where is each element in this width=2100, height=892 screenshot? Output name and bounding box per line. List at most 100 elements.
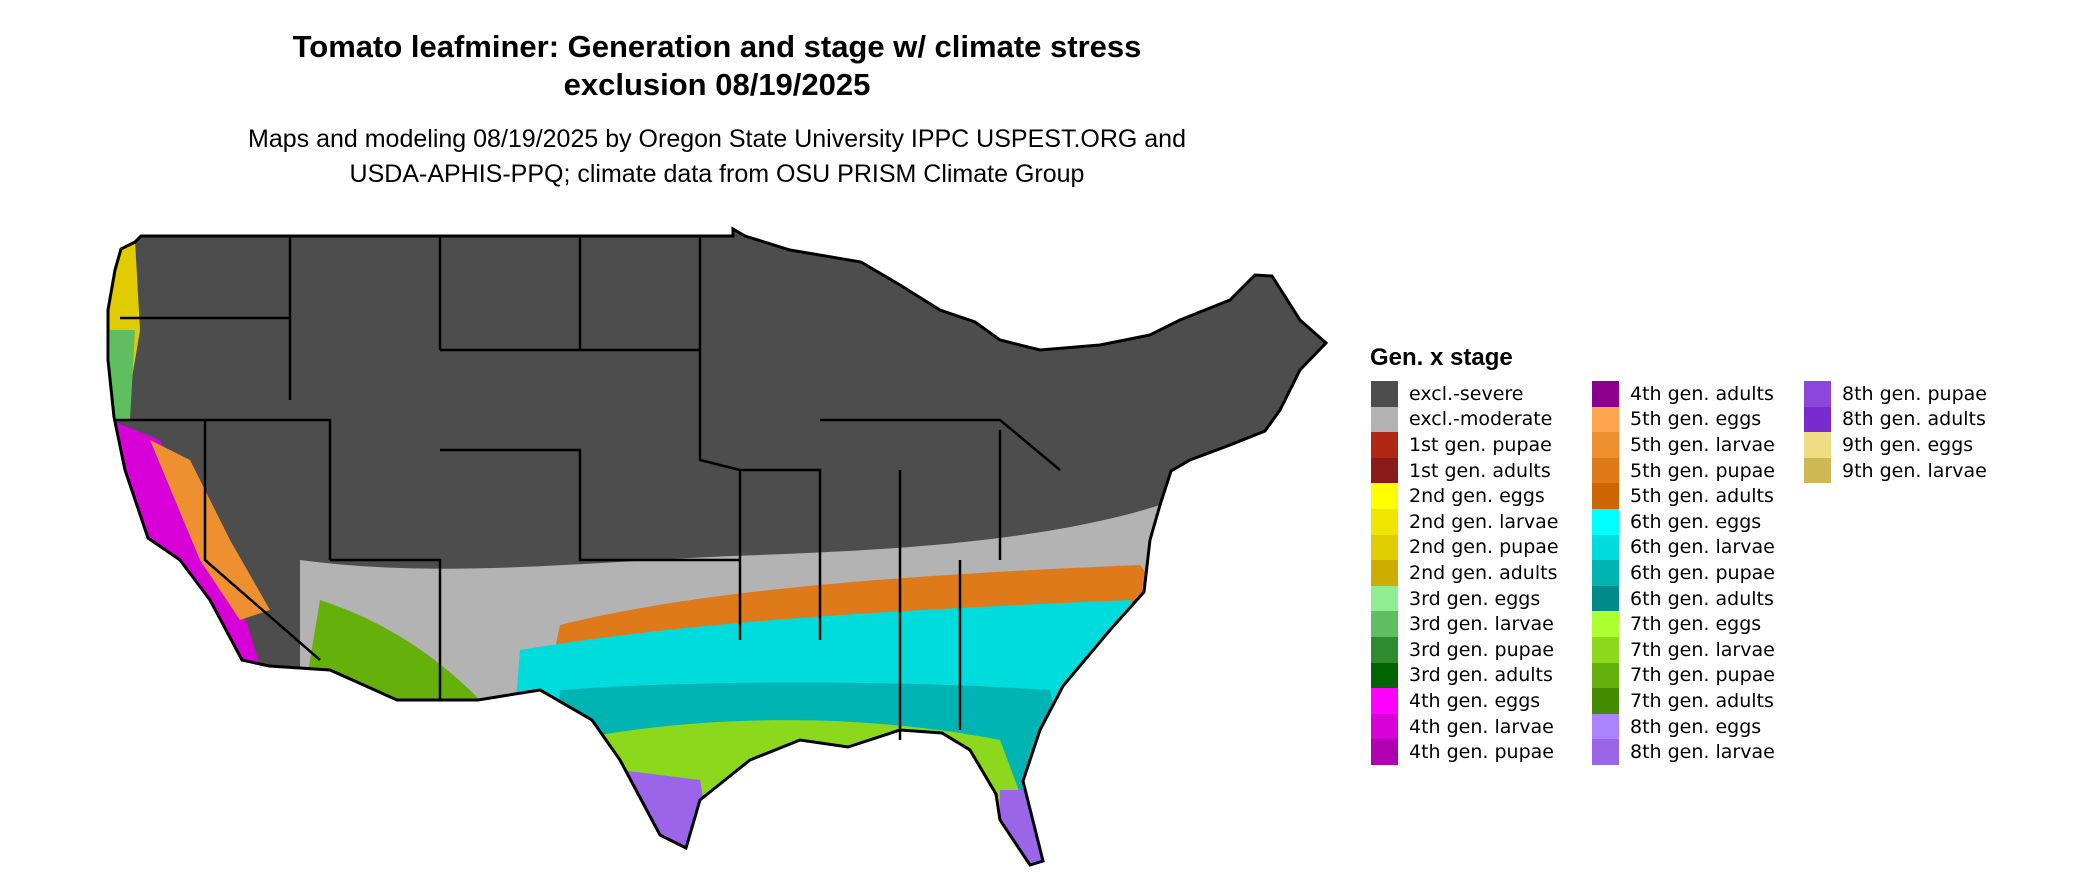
legend-swatch bbox=[1371, 560, 1398, 586]
legend-item: 4th gen. larvae bbox=[1371, 713, 1554, 740]
legend-label: 4th gen. larvae bbox=[1409, 715, 1554, 738]
legend-item: 7th gen. eggs bbox=[1592, 611, 1761, 637]
legend-item: 8th gen. eggs bbox=[1592, 713, 1762, 740]
legend-label: 8th gen. pupae bbox=[1842, 382, 1987, 405]
legend-label: 9th gen. eggs bbox=[1842, 433, 1974, 456]
legend-label: 7th gen. pupae bbox=[1630, 664, 1775, 687]
legend-label: 7th gen. eggs bbox=[1630, 613, 1762, 636]
legend-swatch bbox=[1592, 713, 1619, 740]
legend-item: 6th gen. adults bbox=[1592, 585, 1774, 612]
legend-item: 3rd gen. adults bbox=[1371, 662, 1553, 689]
legend-swatch bbox=[1592, 637, 1619, 663]
legend-swatch bbox=[1371, 662, 1398, 689]
legend-item: 6th gen. eggs bbox=[1592, 509, 1761, 535]
legend-label: 3rd gen. adults bbox=[1409, 664, 1553, 687]
legend-label: 4th gen. pupae bbox=[1409, 741, 1554, 764]
legend-label: 6th gen. eggs bbox=[1630, 510, 1762, 533]
legend-swatch bbox=[1371, 585, 1398, 612]
legend-label: 8th gen. eggs bbox=[1630, 715, 1762, 738]
legend-item: 4th gen. eggs bbox=[1371, 688, 1540, 714]
legend-swatch bbox=[1592, 739, 1619, 765]
excl-severe-region bbox=[108, 229, 1326, 865]
legend-swatch bbox=[1371, 406, 1398, 433]
legend-item: 9th gen. eggs bbox=[1804, 432, 1973, 458]
legend-label: 9th gen. larvae bbox=[1842, 459, 1987, 482]
legend-label: 2nd gen. larvae bbox=[1409, 510, 1559, 533]
legend-label: 2nd gen. eggs bbox=[1409, 485, 1545, 508]
legend-item: 7th gen. larvae bbox=[1592, 637, 1775, 663]
legend-swatch bbox=[1371, 688, 1398, 714]
legend-label: 3rd gen. eggs bbox=[1409, 587, 1541, 610]
legend-swatch bbox=[1592, 509, 1619, 535]
legend-swatch bbox=[1371, 381, 1398, 407]
legend-swatch bbox=[1371, 534, 1398, 561]
legend-swatch bbox=[1592, 457, 1619, 484]
legend-item: 3rd gen. larvae bbox=[1371, 611, 1554, 637]
legend-item: 6th gen. larvae bbox=[1592, 534, 1775, 561]
legend-label: 6th gen. adults bbox=[1630, 587, 1774, 610]
legend-label: 7th gen. adults bbox=[1630, 689, 1774, 712]
legend-item: 4th gen. adults bbox=[1592, 381, 1774, 407]
legend-item: 2nd gen. adults bbox=[1371, 560, 1557, 586]
gen4-california-region bbox=[110, 420, 260, 666]
legend-swatch bbox=[1371, 611, 1398, 637]
legend-swatch bbox=[1804, 457, 1831, 484]
legend-label: 4th gen. eggs bbox=[1409, 689, 1541, 712]
legend-item: 3rd gen. pupae bbox=[1371, 637, 1554, 663]
legend-item: 1st gen. adults bbox=[1371, 457, 1551, 484]
legend-label: 3rd gen. pupae bbox=[1409, 638, 1555, 661]
legend-label: 5th gen. adults bbox=[1630, 485, 1774, 508]
legend-label: 2nd gen. adults bbox=[1409, 561, 1558, 584]
map-title-line-2: exclusion 08/19/2025 bbox=[563, 67, 871, 102]
subtitle-line-2: USDA-APHIS-PPQ; climate data from OSU PR… bbox=[349, 160, 1085, 188]
legend-swatch bbox=[1592, 611, 1619, 637]
legend-item: 3rd gen. eggs bbox=[1371, 585, 1541, 612]
legend-label: 6th gen. larvae bbox=[1630, 536, 1775, 559]
legend-label: 8th gen. adults bbox=[1842, 408, 1986, 431]
legend-swatch bbox=[1592, 585, 1619, 612]
legend-swatch bbox=[1592, 662, 1619, 689]
legend-item: 1st gen. pupae bbox=[1371, 432, 1552, 458]
legend-item: 2nd gen. larvae bbox=[1371, 509, 1558, 535]
legend-label: 8th gen. larvae bbox=[1630, 741, 1775, 764]
legend-item: 8th gen. pupae bbox=[1804, 381, 1987, 407]
legend-swatch bbox=[1592, 381, 1619, 407]
legend-swatch bbox=[1592, 688, 1619, 714]
legend-item: 8th gen. adults bbox=[1804, 406, 1986, 433]
legend-title: Gen. x stage bbox=[1370, 344, 1513, 371]
gen3-oregon-region bbox=[110, 330, 135, 420]
subtitle-line-1: Maps and modeling 08/19/2025 by Oregon S… bbox=[248, 125, 1186, 153]
legend-label: excl.-severe bbox=[1409, 382, 1524, 405]
legend-label: 2nd gen. pupae bbox=[1409, 536, 1559, 559]
legend-item: 7th gen. pupae bbox=[1592, 662, 1775, 689]
legend-swatch bbox=[1592, 483, 1619, 509]
legend-label: 1st gen. pupae bbox=[1409, 433, 1552, 456]
legend-swatch bbox=[1804, 432, 1831, 458]
legend-swatch bbox=[1804, 381, 1831, 407]
legend-swatch bbox=[1371, 483, 1398, 509]
legend-item: 4th gen. pupae bbox=[1371, 739, 1554, 765]
legend-label: excl.-moderate bbox=[1409, 408, 1553, 431]
legend-item: 9th gen. larvae bbox=[1804, 457, 1987, 484]
legend-label: 7th gen. larvae bbox=[1630, 638, 1775, 661]
legend-label: 1st gen. adults bbox=[1409, 459, 1551, 482]
legend-label: 5th gen. eggs bbox=[1630, 408, 1762, 431]
map-title-line-1: Tomato leafminer: Generation and stage w… bbox=[292, 29, 1142, 64]
legend-swatch bbox=[1592, 406, 1619, 433]
legend-item: 2nd gen. eggs bbox=[1371, 483, 1545, 509]
legend-item: 5th gen. larvae bbox=[1592, 432, 1775, 458]
legend-swatch bbox=[1371, 457, 1398, 484]
legend-swatch bbox=[1592, 560, 1619, 586]
legend-swatch bbox=[1592, 534, 1619, 561]
legend-item: 5th gen. pupae bbox=[1592, 457, 1775, 484]
legend-item: 5th gen. adults bbox=[1592, 483, 1774, 509]
legend-item: 5th gen. eggs bbox=[1592, 406, 1762, 433]
legend-label: 5th gen. larvae bbox=[1630, 433, 1775, 456]
gen8-texas-region bbox=[620, 770, 720, 865]
legend-label: 5th gen. pupae bbox=[1630, 459, 1775, 482]
legend-swatch bbox=[1592, 432, 1619, 458]
legend-swatch bbox=[1371, 713, 1398, 740]
us-map bbox=[106, 227, 1328, 867]
legend-item: excl.-severe bbox=[1371, 381, 1524, 407]
legend-item: 2nd gen. pupae bbox=[1371, 534, 1559, 561]
